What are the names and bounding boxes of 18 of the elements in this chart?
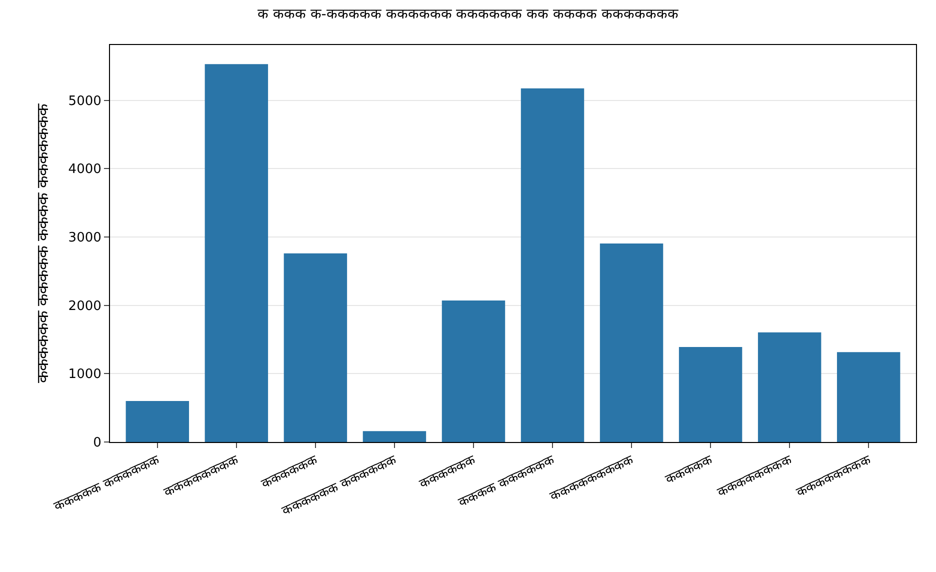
bar [600, 244, 664, 442]
bar [362, 431, 426, 442]
bar [284, 253, 348, 442]
bar [442, 300, 506, 442]
y-tick-label: 2000 [68, 298, 102, 314]
y-tick-label: 5000 [68, 94, 102, 109]
bar [758, 332, 822, 442]
bar [520, 88, 584, 442]
bar [204, 64, 268, 442]
bar [836, 352, 900, 442]
y-axis-title: कककककक ककककक कककक ककककककक [33, 102, 52, 384]
y-tick-label: 1000 [68, 367, 102, 382]
chart-title: क ककक क-ककककक कककककक कककककक कक कककक ककककककक [257, 6, 679, 22]
y-tick-label: 0 [93, 436, 102, 451]
bar [678, 347, 742, 442]
y-tick-label: 3000 [68, 230, 102, 246]
bar [126, 401, 190, 442]
y-tick-label: 4000 [68, 162, 102, 178]
